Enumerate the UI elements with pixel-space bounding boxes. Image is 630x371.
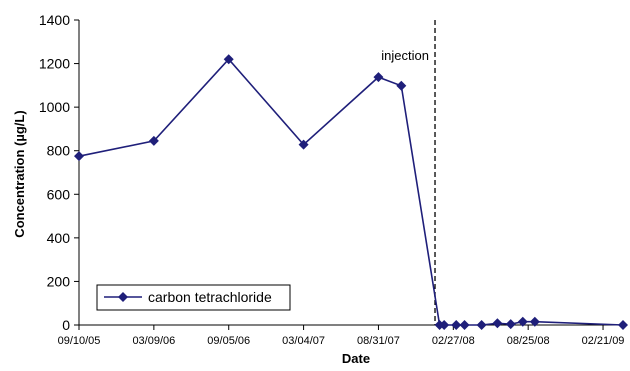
y-tick-label: 400	[47, 230, 71, 246]
annotation-layer: injection	[381, 20, 436, 325]
legend: carbon tetrachloride	[96, 284, 291, 311]
data-point	[529, 316, 540, 327]
data-point	[373, 72, 384, 83]
y-tick-label: 600	[47, 186, 71, 202]
data-point	[451, 320, 462, 330]
data-point	[148, 135, 159, 146]
data-point	[74, 151, 84, 162]
y-tick-label: 1400	[39, 12, 70, 28]
x-tick-label: 02/27/08	[432, 335, 475, 347]
x-tick-label: 08/31/07	[357, 335, 400, 347]
y-tick-label: 200	[47, 273, 71, 289]
series-layer	[74, 54, 628, 330]
data-point	[492, 318, 503, 329]
x-tick-label: 02/21/09	[582, 335, 625, 347]
y-tick-label: 0	[62, 317, 70, 333]
data-point	[505, 319, 516, 330]
x-tick-label: 09/05/06	[207, 335, 250, 347]
data-point	[517, 316, 528, 327]
data-point	[396, 80, 407, 91]
data-point	[476, 320, 487, 330]
x-tick-label: 03/09/06	[132, 335, 175, 347]
x-tick-label: 09/10/05	[58, 335, 101, 347]
y-axis-ticks: 0 200 400 600 800 1000 1200 1400	[39, 12, 79, 333]
legend-label: carbon tetrachloride	[148, 289, 272, 305]
x-tick-label: 03/04/07	[282, 335, 325, 347]
x-tick-label: 08/25/08	[507, 335, 550, 347]
data-point	[459, 320, 470, 330]
axes	[78, 20, 623, 326]
legend-series-marker	[118, 292, 128, 302]
x-axis-ticks: 09/10/05 03/09/06 09/05/06 03/04/07 08/31/07…	[58, 325, 625, 347]
x-axis-title: Date	[342, 351, 370, 366]
y-tick-label: 1200	[39, 56, 70, 72]
data-point	[223, 54, 234, 65]
y-tick-label: 800	[47, 143, 71, 159]
data-point	[298, 139, 309, 150]
series-line-carbon-tetrachloride	[78, 58, 624, 326]
injection-label: injection	[381, 48, 429, 63]
y-axis-title: Concentration (µg/L)	[12, 110, 27, 237]
data-point	[439, 320, 450, 330]
data-point	[618, 320, 628, 330]
y-tick-label: 1000	[39, 99, 70, 115]
